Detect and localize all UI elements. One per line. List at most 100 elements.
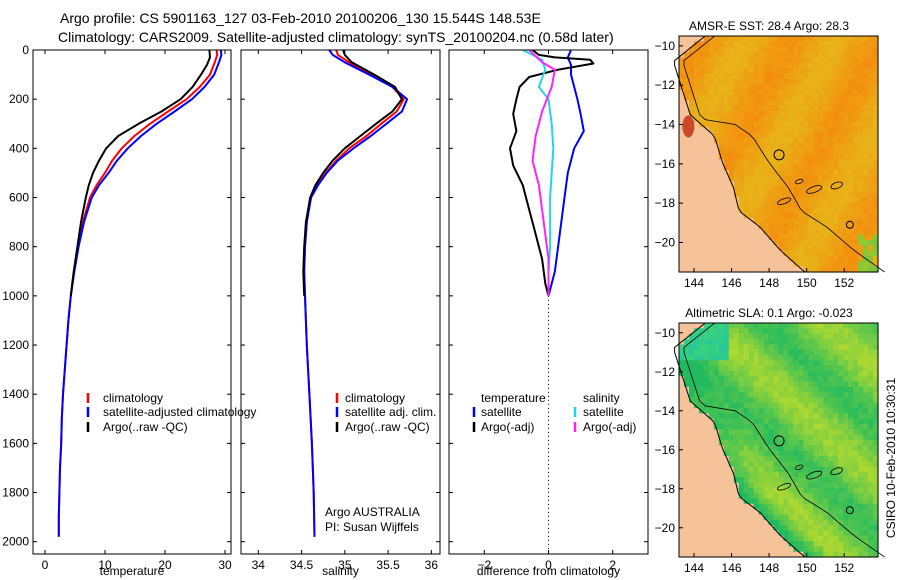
x-tick-label: 0 <box>42 558 49 572</box>
pi-annotation: PI: Susan Wijffels <box>325 520 419 534</box>
x-tick-label: 0 <box>545 558 552 572</box>
y-tick-label: 400 <box>9 141 29 155</box>
coastline <box>674 322 806 558</box>
lat-tick-label: −16 <box>655 157 676 171</box>
map-field <box>679 323 879 558</box>
x-tick-label: −2 <box>477 558 491 572</box>
lon-tick-label: 150 <box>797 561 817 575</box>
y-tick-label: 200 <box>9 92 29 106</box>
reef-outline <box>777 483 792 491</box>
reef-outline <box>830 181 843 190</box>
secondary-marker <box>845 220 854 229</box>
legend-label-argo: Argo(..raw -QC) <box>103 420 188 434</box>
x-tick-label: 20 <box>158 558 172 572</box>
series-line-salinity-argo-adj- <box>528 50 556 296</box>
plot-frame <box>448 49 649 555</box>
plot-frame <box>240 49 441 555</box>
lat-tick-label: −16 <box>655 443 676 457</box>
x-tick-label: 34.5 <box>290 558 314 572</box>
reef-outline <box>806 185 823 194</box>
argo-australia-annotation: Argo AUSTRALIA <box>325 505 420 519</box>
legend-header-salinity: salinity <box>583 391 620 405</box>
series-line-satellite-adj-clim- <box>303 50 409 537</box>
lon-tick-label: 146 <box>722 561 742 575</box>
x-tick-label: 35.5 <box>376 558 400 572</box>
x-tick-label: 10 <box>98 558 112 572</box>
lat-tick-label: −20 <box>655 521 676 535</box>
y-tick-label: 1600 <box>2 436 29 450</box>
x-tick-label: 36 <box>425 558 439 572</box>
warm-anomaly-patch <box>682 115 695 138</box>
shelf-edge-contour <box>683 322 885 558</box>
x-tick-label: 34 <box>252 558 266 572</box>
y-tick-label: 1000 <box>2 289 29 303</box>
sst-map: 144 146 148 150 152 −10 −12 −14 −16 −18 −20 <box>655 35 885 290</box>
map-frame <box>678 35 879 273</box>
legend-label-satellite-adj-clim: satellite adj. clim. <box>345 405 436 419</box>
legend-label-sal-argo: Argo(-adj) <box>583 420 636 434</box>
lon-tick-label: 146 <box>722 276 742 290</box>
plot-frame <box>32 49 232 555</box>
reef-outline <box>830 467 843 476</box>
lat-tick-label: −12 <box>655 78 676 92</box>
x-axis-label: difference from climatology <box>477 564 620 578</box>
shelf-edge-contour <box>683 35 885 273</box>
legend-label-climatology: climatology <box>103 391 163 405</box>
lat-tick-label: −18 <box>655 196 676 210</box>
x-axis-label: temperature <box>100 564 165 578</box>
lat-tick-label: −20 <box>655 236 676 250</box>
argo-float-marker <box>773 149 785 161</box>
legend-label-sal-satellite: satellite <box>583 405 624 419</box>
argo-float-marker <box>773 435 785 447</box>
header-line-1: Argo profile: CS 5901163_127 03-Feb-2010… <box>60 10 541 26</box>
series-line-temperature-argo-adj- <box>509 50 595 297</box>
y-tick-label: 1400 <box>2 387 29 401</box>
lon-tick-label: 148 <box>759 276 779 290</box>
credit-text: CSIRO 10-Feb-2010 10:30:31 <box>884 378 898 538</box>
salinity-legend: climatology satellite adj. clim. Argo(..… <box>325 391 436 534</box>
x-axis-label: salinity <box>322 564 359 578</box>
x-tick-label: 35 <box>338 558 352 572</box>
difference-legend: temperature salinity satellite Argo(-adj… <box>481 391 636 434</box>
lon-tick-label: 144 <box>684 561 704 575</box>
lat-tick-label: −10 <box>655 326 676 340</box>
sst-map-title: AMSR-E SST: 28.4 Argo: 28.3 <box>689 19 849 33</box>
secondary-marker <box>845 506 854 515</box>
lat-tick-label: −14 <box>655 404 676 418</box>
legend-label-climatology: climatology <box>345 391 405 405</box>
legend-label-argo: Argo(..raw -QC) <box>345 420 430 434</box>
lon-tick-label: 152 <box>834 561 854 575</box>
series-line-satellite-adjusted-climatology <box>57 50 223 537</box>
lat-tick-label: −14 <box>655 118 676 132</box>
x-tick-label: 2 <box>609 558 616 572</box>
legend-header-temperature: temperature <box>481 391 546 405</box>
legend-label-temp-argo: Argo(-adj) <box>481 420 534 434</box>
reef-outline <box>777 197 792 205</box>
y-tick-label: 600 <box>9 191 29 205</box>
lon-tick-label: 152 <box>834 276 854 290</box>
header-line-2: Climatology: CARS2009. Satellite-adjuste… <box>58 29 614 45</box>
series-line-temperature-satellite <box>547 50 585 297</box>
lon-tick-label: 148 <box>759 561 779 575</box>
lat-tick-label: −18 <box>655 482 676 496</box>
y-tick-label: 2000 <box>2 535 29 549</box>
y-tick-label: 0 <box>22 43 29 57</box>
coastline <box>674 35 806 273</box>
x-tick-label: 30 <box>218 558 232 572</box>
legend-label-temp-satellite: satellite <box>481 405 522 419</box>
reef-outline <box>794 178 804 185</box>
series-line-argo-raw-qc- <box>302 50 403 296</box>
temperature-panel: 0 10 20 30 temperature 0 200 400 600 800 1000 1200 1… <box>2 43 232 578</box>
sla-map-title: Altimetric SLA: 0.1 Argo: -0.023 <box>685 306 853 320</box>
sla-map: 144 146 148 150 152 −10 −12 −14 −16 −18 −20 <box>655 322 885 575</box>
temperature-legend: climatology satellite-adjusted climatolo… <box>103 391 256 434</box>
map-field <box>679 36 879 273</box>
reef-outline <box>806 470 823 480</box>
reef-outline <box>794 464 804 471</box>
lon-tick-label: 150 <box>797 276 817 290</box>
legend-label-satellite-adjusted: satellite-adjusted climatology <box>103 405 256 419</box>
map-frame <box>678 322 879 558</box>
series-line-argo-raw-qc- <box>69 50 211 297</box>
y-tick-label: 800 <box>9 240 29 254</box>
